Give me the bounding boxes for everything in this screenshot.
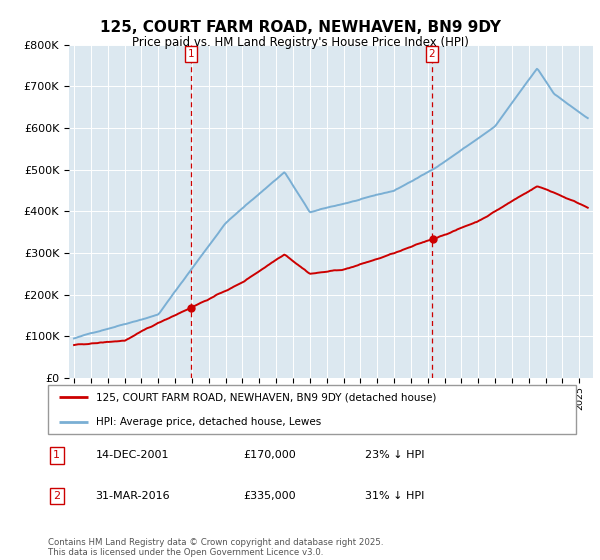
Text: 23% ↓ HPI: 23% ↓ HPI	[365, 450, 424, 460]
Text: 1: 1	[188, 49, 194, 59]
Text: 14-DEC-2001: 14-DEC-2001	[95, 450, 169, 460]
Text: 31-MAR-2016: 31-MAR-2016	[95, 491, 170, 501]
Text: 31% ↓ HPI: 31% ↓ HPI	[365, 491, 424, 501]
Text: £170,000: £170,000	[244, 450, 296, 460]
Text: Contains HM Land Registry data © Crown copyright and database right 2025.
This d: Contains HM Land Registry data © Crown c…	[48, 538, 383, 557]
Text: 2: 2	[428, 49, 435, 59]
Text: 1: 1	[53, 450, 60, 460]
Text: Price paid vs. HM Land Registry's House Price Index (HPI): Price paid vs. HM Land Registry's House …	[131, 36, 469, 49]
Text: 125, COURT FARM ROAD, NEWHAVEN, BN9 9DY (detached house): 125, COURT FARM ROAD, NEWHAVEN, BN9 9DY …	[95, 392, 436, 402]
Text: HPI: Average price, detached house, Lewes: HPI: Average price, detached house, Lewe…	[95, 417, 321, 427]
Text: £335,000: £335,000	[244, 491, 296, 501]
Text: 2: 2	[53, 491, 61, 501]
Text: 125, COURT FARM ROAD, NEWHAVEN, BN9 9DY: 125, COURT FARM ROAD, NEWHAVEN, BN9 9DY	[100, 20, 500, 35]
